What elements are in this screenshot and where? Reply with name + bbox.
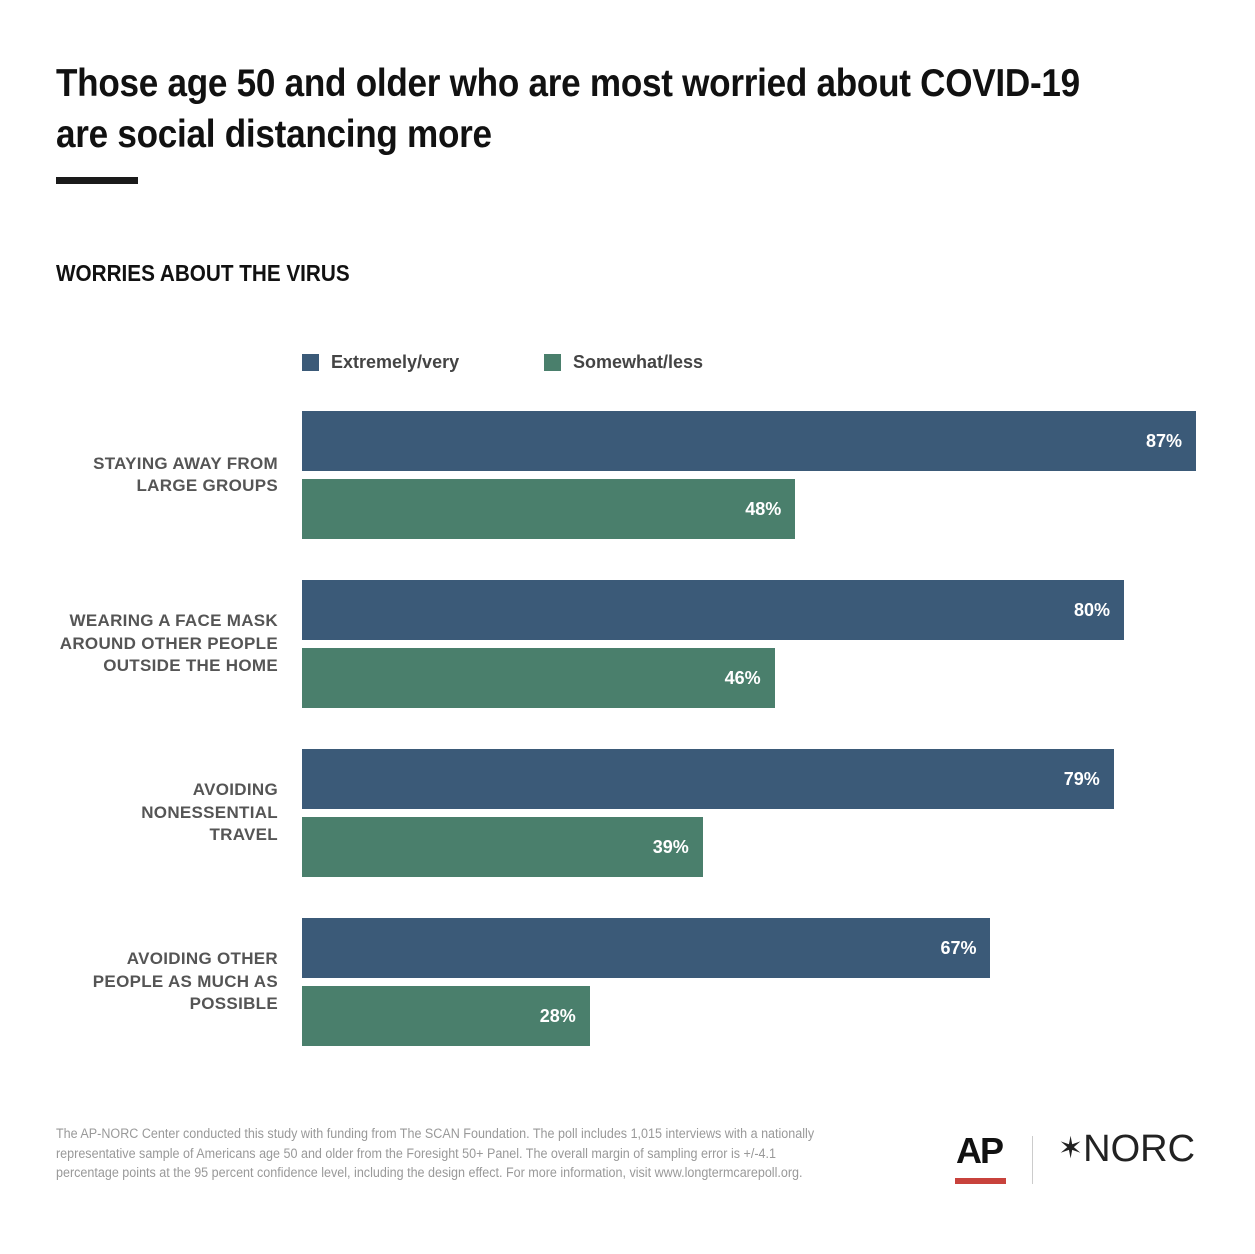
- star-icon: ✶: [1058, 1132, 1084, 1165]
- footer-note: The AP-NORC Center conducted this study …: [56, 1126, 815, 1180]
- data-label: 79%: [1063, 769, 1100, 789]
- legend-swatch: [302, 354, 319, 371]
- bar-somewhat: 46%: [302, 648, 775, 708]
- data-label: 48%: [745, 499, 782, 519]
- bar-extremely: 87%: [302, 411, 1196, 471]
- legend-label: Somewhat/less: [573, 352, 704, 372]
- data-label: 67%: [940, 938, 977, 958]
- legend-item-somewhat: Somewhat/less: [544, 352, 703, 373]
- bar-extremely: 80%: [302, 580, 1125, 640]
- legend-item-extremely: Extremely/very: [302, 352, 459, 373]
- title-rule: [56, 177, 138, 184]
- legend-label: Extremely/very: [331, 352, 460, 372]
- ap-logo: AP: [956, 1130, 1004, 1171]
- bar-somewhat: 39%: [302, 817, 703, 877]
- data-label: 28%: [539, 1006, 576, 1026]
- bar-extremely: 67%: [302, 918, 991, 978]
- legend-swatch: [544, 354, 561, 371]
- norc-logo: ✶NORC: [1058, 1128, 1196, 1170]
- category-label: WEARING A FACE MASK AROUND OTHER PEOPLE OU…: [59, 611, 278, 676]
- data-label: 46%: [724, 668, 761, 688]
- bar-extremely: 79%: [302, 749, 1114, 809]
- bar-somewhat: 28%: [302, 986, 590, 1046]
- category-label: AVOIDING NONESSENTIAL TRAVEL: [141, 780, 278, 845]
- logo-divider: [1032, 1136, 1033, 1184]
- ap-logo-underline: [955, 1178, 1006, 1184]
- data-label: 80%: [1074, 600, 1111, 620]
- data-label: 87%: [1145, 431, 1182, 451]
- data-label: 39%: [652, 837, 689, 857]
- chart-subtitle: WORRIES ABOUT THE VIRUS: [56, 260, 350, 286]
- category-label: STAYING AWAY FROM LARGE GROUPS: [93, 453, 278, 496]
- category-label: AVOIDING OTHER PEOPLE AS MUCH AS POSSIBLE: [92, 949, 278, 1014]
- bar-somewhat: 48%: [302, 479, 796, 539]
- chart-title: Those age 50 and older who are most worr…: [56, 62, 1080, 156]
